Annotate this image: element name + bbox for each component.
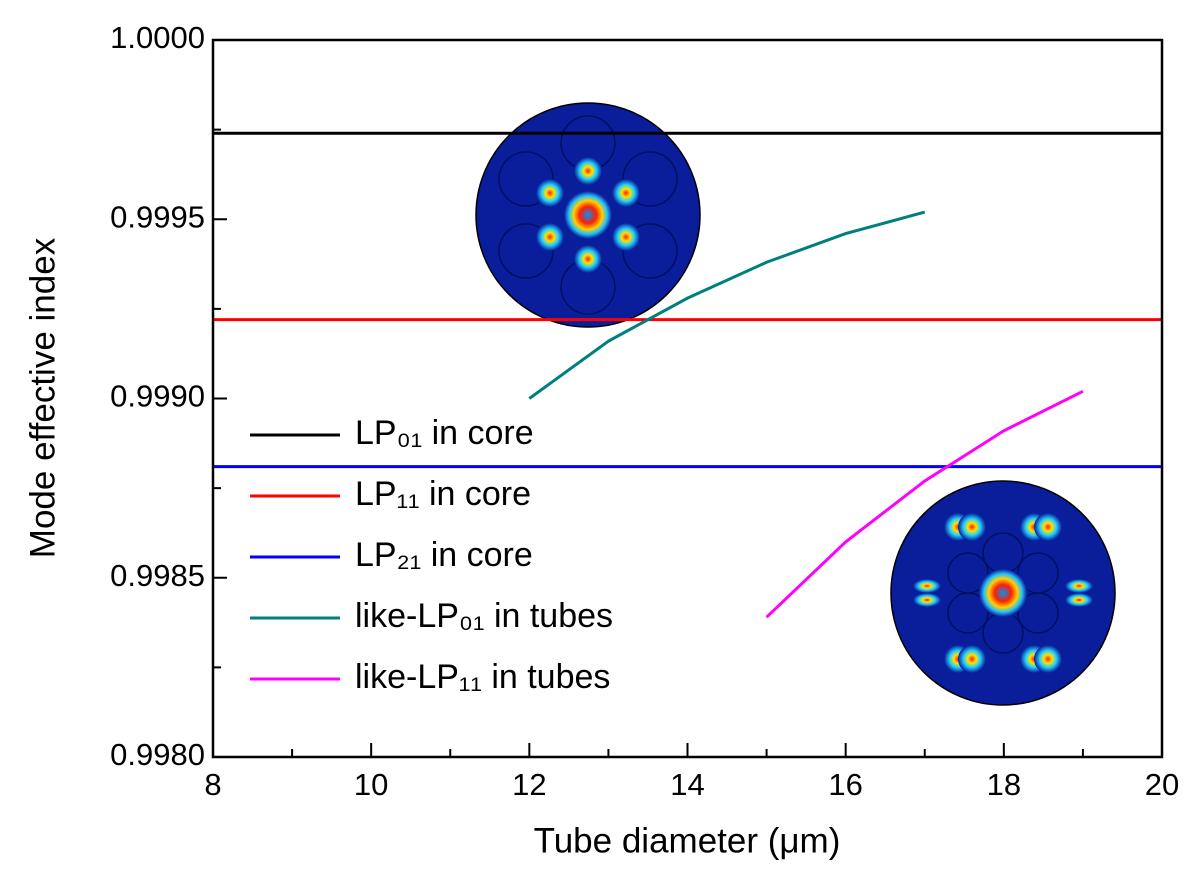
x-tick-label: 12 — [512, 767, 546, 802]
legend-label: LP₂₁ in core — [355, 536, 533, 574]
x-tick-label: 10 — [354, 767, 388, 802]
legend-label: LP₀₁ in core — [355, 414, 534, 452]
y-tick-label: 0.9985 — [110, 558, 205, 593]
series-line — [765, 389, 1084, 619]
y-axis-label: Mode effective index — [23, 237, 62, 558]
mode-spots — [913, 513, 1093, 673]
legend-label: LP₁₁ in core — [355, 475, 531, 513]
x-tick-label: 14 — [670, 767, 704, 802]
x-tick-label: 16 — [828, 767, 862, 802]
legend-label: like-LP₀₁ in tubes — [355, 597, 613, 635]
x-tick-label: 8 — [204, 767, 221, 802]
x-axis-label: Tube diameter (μm) — [534, 821, 841, 860]
x-tick-label: 20 — [1145, 767, 1179, 802]
mode-inset — [475, 102, 701, 328]
y-tick-label: 1.0000 — [110, 20, 205, 55]
y-tick-label: 0.9995 — [110, 199, 205, 234]
legend-label: like-LP₁₁ in tubes — [355, 658, 610, 696]
y-tick-label: 0.9990 — [110, 379, 205, 414]
mode-spots — [536, 157, 640, 273]
mode-inset — [890, 480, 1116, 706]
series-line — [528, 210, 926, 400]
x-tick-label: 18 — [987, 767, 1021, 802]
y-tick-label: 0.9980 — [110, 737, 205, 772]
